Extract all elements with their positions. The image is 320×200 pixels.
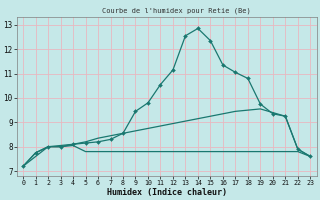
X-axis label: Humidex (Indice chaleur): Humidex (Indice chaleur) <box>107 188 227 197</box>
Text: Courbe de l'humidex pour Retie (Be): Courbe de l'humidex pour Retie (Be) <box>102 8 250 15</box>
